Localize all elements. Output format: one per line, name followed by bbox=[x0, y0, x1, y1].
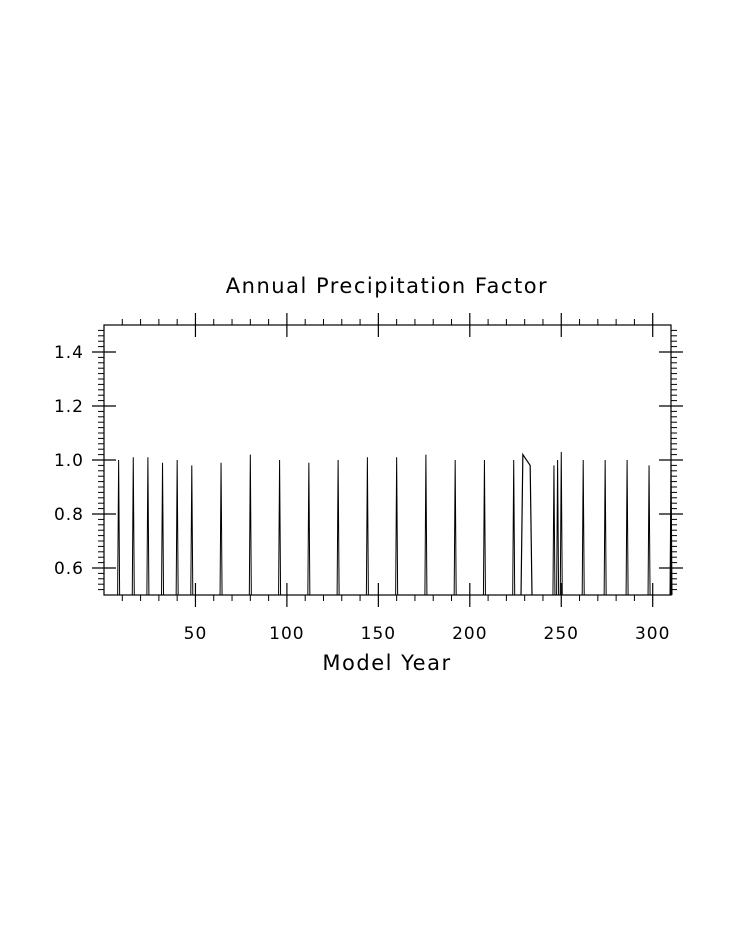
data-spike bbox=[131, 457, 135, 596]
data-spike bbox=[146, 457, 150, 596]
data-spike bbox=[482, 459, 486, 596]
data-spike bbox=[512, 459, 516, 596]
x-tick-label: 250 bbox=[544, 624, 579, 644]
data-spike bbox=[307, 462, 311, 596]
data-spike bbox=[248, 454, 252, 596]
y-tick-label: 0.8 bbox=[54, 505, 84, 525]
x-tick-label: 100 bbox=[269, 624, 304, 644]
plot-area bbox=[117, 451, 673, 596]
data-spike bbox=[559, 451, 563, 596]
data-spike bbox=[365, 457, 369, 596]
data-spike bbox=[556, 459, 560, 596]
axes: 50 100 150 200 250 300 0.6 0.8 1.0 1.2 1.4 bbox=[54, 313, 683, 644]
data-spike bbox=[219, 462, 223, 596]
data-spike bbox=[161, 462, 165, 596]
data-spike bbox=[395, 457, 399, 596]
data-spike bbox=[552, 465, 556, 596]
plot-frame bbox=[103, 324, 672, 596]
data-spike bbox=[603, 459, 607, 596]
y-tick-label: 1.0 bbox=[54, 451, 84, 471]
data-spike bbox=[175, 459, 179, 596]
data-spike bbox=[625, 459, 629, 596]
data-spike bbox=[453, 459, 457, 596]
x-tick-label: 150 bbox=[361, 624, 396, 644]
data-spike bbox=[336, 459, 340, 596]
data-spike bbox=[190, 465, 194, 596]
data-spike bbox=[581, 459, 585, 596]
chart-title: Annual Precipitation Factor bbox=[226, 274, 548, 298]
x-tick-label: 200 bbox=[452, 624, 487, 644]
data-spike bbox=[278, 459, 282, 596]
data-spike bbox=[117, 459, 121, 596]
data-spike bbox=[424, 454, 428, 596]
data-spike bbox=[669, 459, 673, 596]
data-spike bbox=[647, 465, 651, 596]
y-tick-label: 1.4 bbox=[54, 343, 84, 363]
x-axis-label: Model Year bbox=[322, 651, 451, 675]
y-tick-label: 0.6 bbox=[54, 559, 84, 579]
x-tick-label: 50 bbox=[184, 624, 208, 644]
y-tick-label: 1.2 bbox=[54, 397, 84, 417]
data-segment bbox=[520, 452, 533, 596]
x-tick-label: 300 bbox=[635, 624, 670, 644]
